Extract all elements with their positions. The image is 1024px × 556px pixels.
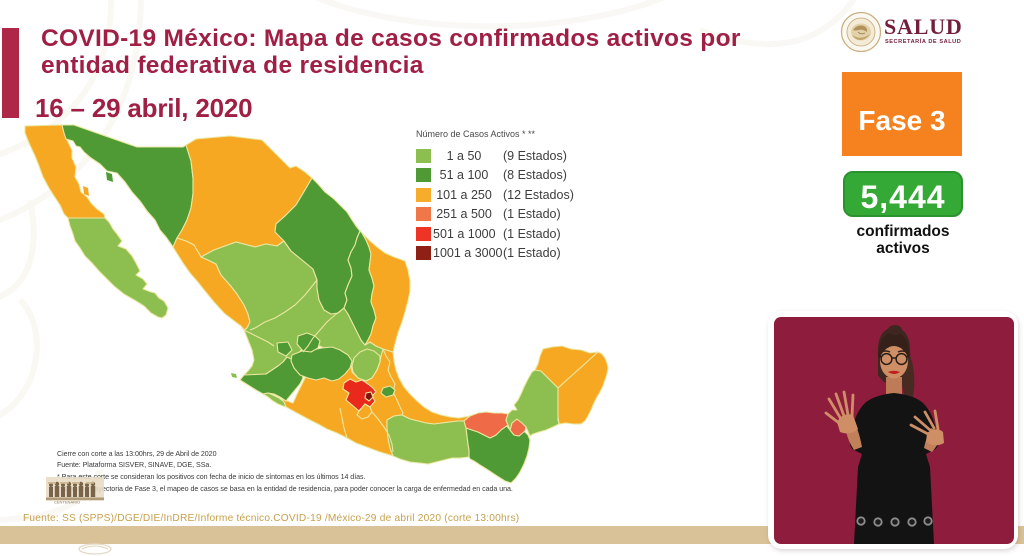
svg-text:CENTENARIO: CENTENARIO <box>54 500 80 505</box>
